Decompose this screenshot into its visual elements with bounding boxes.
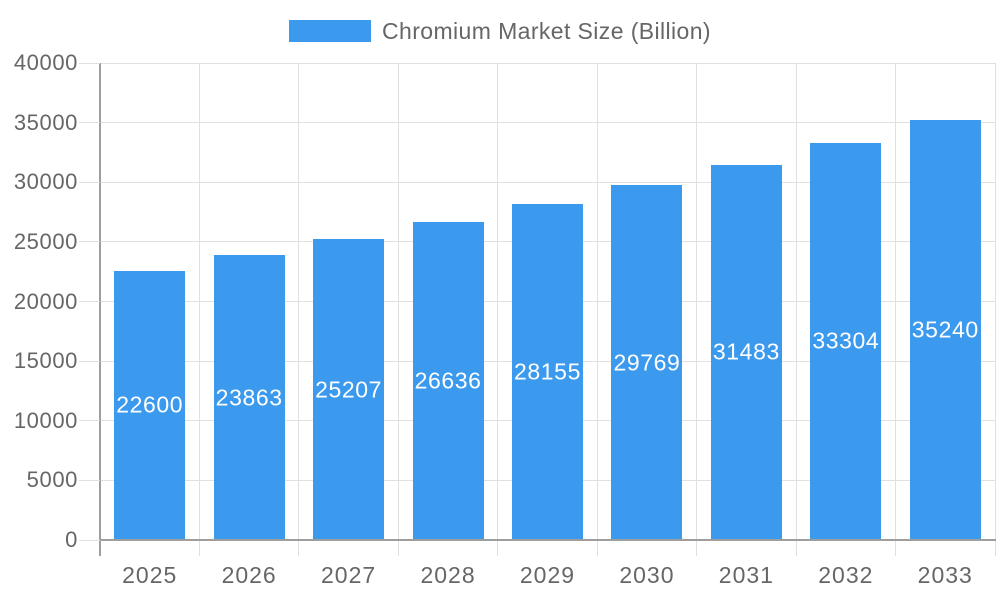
bar-2030[interactable]: [611, 185, 683, 540]
y-axis-label: 30000: [13, 169, 78, 195]
x-tick: [596, 541, 598, 556]
x-axis-label: 2029: [519, 562, 576, 588]
bar-2026[interactable]: [213, 255, 285, 540]
bar-2031[interactable]: [710, 164, 782, 540]
x-axis-label: 2031: [718, 562, 774, 588]
bar-2029[interactable]: [512, 204, 583, 540]
x-axis-label: 2030: [619, 562, 675, 588]
x-tick: [696, 541, 698, 556]
y-tick: [79, 539, 100, 541]
x-tick: [397, 541, 399, 556]
x-tick: [994, 541, 996, 556]
y-axis-label: 35000: [13, 109, 78, 135]
h-gridline: [100, 122, 995, 124]
y-tick: [79, 301, 100, 302]
v-gridline: [994, 63, 996, 540]
plot-area: 22600 23863 25207 26636 28155 29769 31483 33304…: [100, 62, 996, 540]
bar-value-label: 26636: [414, 367, 482, 394]
y-axis-label: 10000: [13, 407, 78, 433]
v-gridline: [497, 63, 499, 540]
y-axis-label: 20000: [13, 288, 78, 314]
bar-value-label: 31483: [712, 338, 780, 365]
bar-2025[interactable]: [114, 270, 186, 540]
v-gridline: [696, 63, 698, 540]
bar-2027[interactable]: [313, 239, 385, 540]
x-tick: [795, 541, 797, 556]
v-gridline: [795, 63, 797, 540]
x-tick: [497, 541, 499, 556]
x-tick: [198, 541, 200, 556]
h-gridline: [100, 181, 995, 183]
y-tick: [79, 122, 100, 124]
x-tick: [298, 541, 300, 556]
v-gridline: [596, 63, 598, 540]
x-axis-label: 2033: [917, 562, 973, 588]
bar-value-label: 22600: [116, 391, 184, 418]
v-gridline: [198, 63, 200, 540]
bar-value-label: 25207: [315, 376, 383, 403]
bar-value-label: 23863: [215, 384, 283, 411]
x-axis-label: 2025: [122, 562, 178, 588]
x-tick: [895, 541, 897, 556]
y-tick: [79, 181, 100, 183]
bar-value-label: 28155: [514, 358, 581, 385]
v-gridline: [895, 63, 897, 540]
y-axis-label: 15000: [13, 348, 78, 374]
y-axis-label: 0: [65, 527, 78, 552]
v-gridline: [298, 63, 300, 540]
legend-swatch: [289, 20, 372, 42]
bar-value-label: 35240: [911, 316, 979, 343]
x-axis-label: 2028: [420, 562, 476, 588]
legend-label: Chromium Market Size (Billion): [382, 17, 711, 44]
legend[interactable]: Chromium Market Size (Billion): [0, 17, 1000, 45]
y-tick: [79, 360, 100, 362]
x-axis-label: 2027: [321, 562, 377, 588]
y-tick: [79, 420, 100, 422]
v-gridline: [397, 63, 399, 540]
bar-2033[interactable]: [909, 119, 981, 540]
bar-value-label: 33304: [812, 327, 880, 354]
y-tick: [79, 241, 100, 243]
bar-2028[interactable]: [412, 222, 484, 540]
y-axis-label: 25000: [13, 228, 78, 254]
y-axis-label: 5000: [26, 467, 78, 493]
x-axis-label: 2026: [221, 562, 277, 588]
y-tick: [79, 62, 100, 64]
bar-value-label: 29769: [613, 349, 681, 375]
y-axis-label: 40000: [13, 50, 78, 75]
h-gridline: [100, 62, 995, 64]
y-tick: [79, 479, 100, 481]
x-axis-label: 2032: [818, 562, 874, 588]
bar-2032[interactable]: [810, 142, 882, 540]
